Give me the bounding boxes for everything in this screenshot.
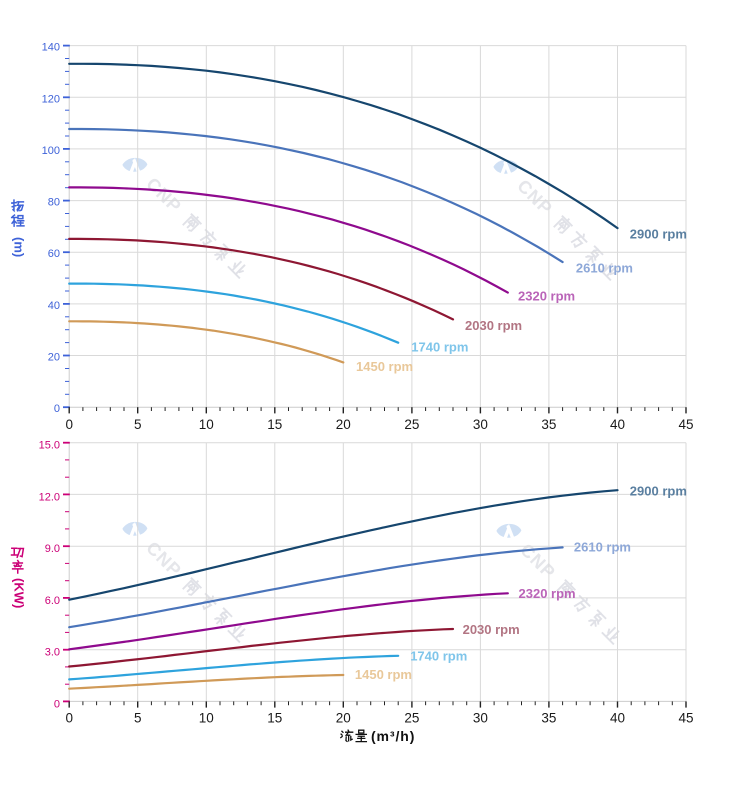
svg-text:20: 20 <box>48 352 60 364</box>
svg-text:10: 10 <box>199 417 214 432</box>
svg-text:2610 rpm: 2610 rpm <box>576 261 633 276</box>
svg-text:20: 20 <box>336 710 351 725</box>
svg-text:(KW): (KW) <box>12 578 27 608</box>
svg-text:100: 100 <box>42 145 60 157</box>
svg-text:25: 25 <box>404 710 419 725</box>
svg-text:2320 rpm: 2320 rpm <box>519 586 576 601</box>
svg-text:45: 45 <box>678 417 693 432</box>
svg-text:5: 5 <box>134 710 142 725</box>
svg-text:2320 rpm: 2320 rpm <box>518 289 575 304</box>
svg-text:0: 0 <box>65 417 73 432</box>
svg-text:12.0: 12.0 <box>39 491 60 503</box>
svg-text:6.0: 6.0 <box>45 595 60 607</box>
svg-text:35: 35 <box>541 710 556 725</box>
svg-text:2030 rpm: 2030 rpm <box>465 318 522 333</box>
svg-text:2610 rpm: 2610 rpm <box>574 540 631 555</box>
svg-text:40: 40 <box>610 710 625 725</box>
svg-text:1740 rpm: 1740 rpm <box>410 649 467 664</box>
svg-text:0: 0 <box>65 710 73 725</box>
svg-text:35: 35 <box>541 417 556 432</box>
svg-text:(m³/h): (m³/h) <box>371 728 415 744</box>
svg-text:140: 140 <box>42 42 60 54</box>
svg-text:25: 25 <box>404 417 419 432</box>
svg-text:20: 20 <box>336 417 351 432</box>
svg-text:2030 rpm: 2030 rpm <box>463 622 520 637</box>
svg-text:3.0: 3.0 <box>45 647 60 659</box>
svg-text:30: 30 <box>473 710 488 725</box>
svg-text:1450 rpm: 1450 rpm <box>355 667 412 682</box>
svg-text:9.0: 9.0 <box>45 543 60 555</box>
svg-text:10: 10 <box>199 710 214 725</box>
svg-text:15: 15 <box>267 710 282 725</box>
svg-text:60: 60 <box>48 248 60 260</box>
svg-text:0: 0 <box>54 403 60 415</box>
svg-text:30: 30 <box>473 417 488 432</box>
svg-text:(m): (m) <box>12 237 27 257</box>
svg-text:2900 rpm: 2900 rpm <box>630 226 687 241</box>
svg-text:5: 5 <box>134 417 142 432</box>
svg-text:1740 rpm: 1740 rpm <box>411 340 468 355</box>
svg-text:15.0: 15.0 <box>39 440 60 452</box>
svg-text:40: 40 <box>48 300 60 312</box>
svg-text:45: 45 <box>678 710 693 725</box>
svg-text:0: 0 <box>54 698 60 710</box>
svg-text:2900 rpm: 2900 rpm <box>630 484 687 499</box>
svg-text:80: 80 <box>48 197 60 209</box>
svg-text:120: 120 <box>42 93 60 105</box>
svg-text:40: 40 <box>610 417 625 432</box>
svg-text:1450 rpm: 1450 rpm <box>356 359 413 374</box>
svg-text:15: 15 <box>267 417 282 432</box>
